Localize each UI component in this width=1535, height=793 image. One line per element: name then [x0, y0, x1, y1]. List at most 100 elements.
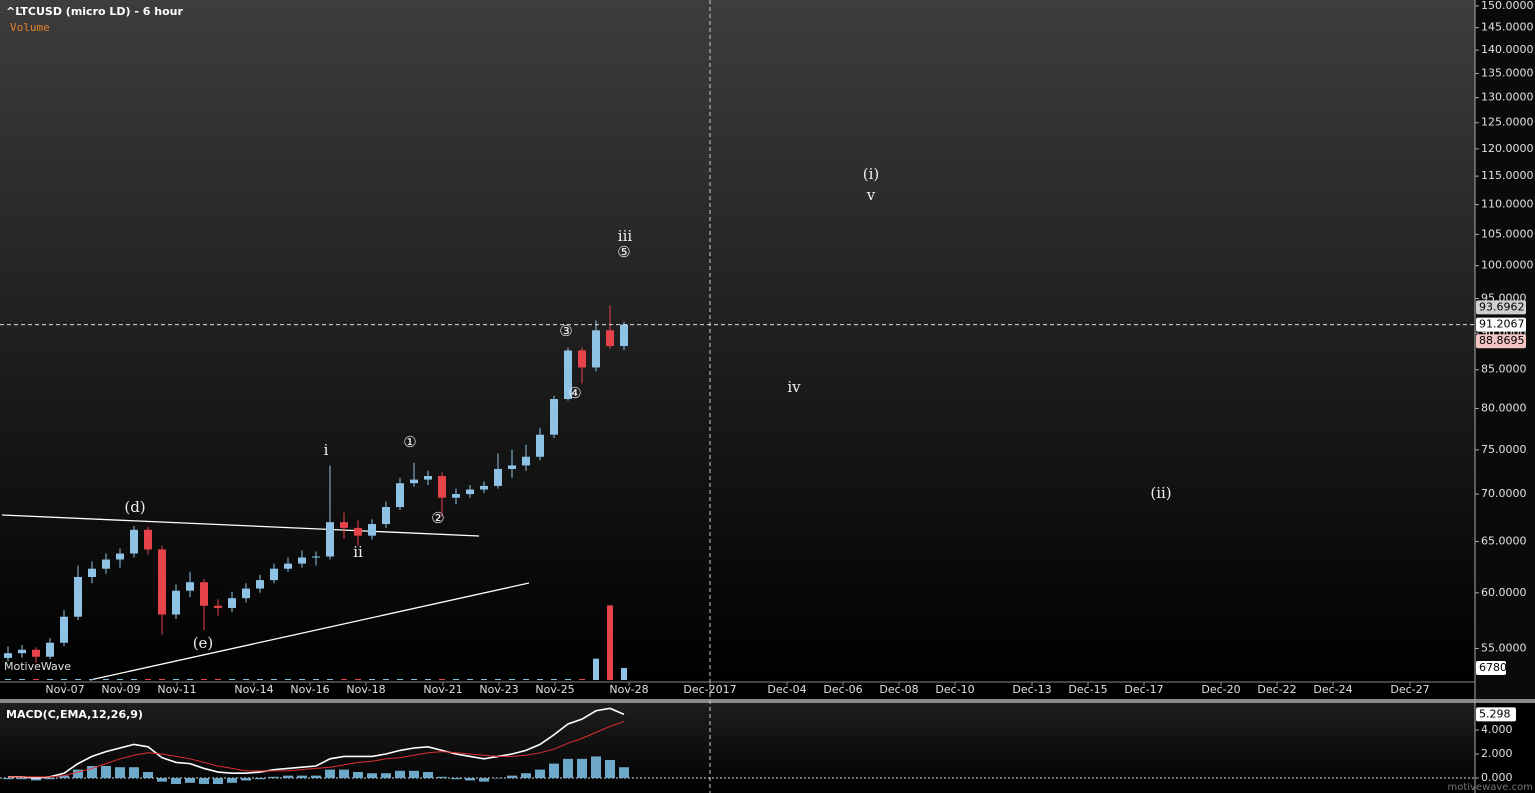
wave-label: ③ [559, 322, 572, 340]
y-tick-label: 140.0000 [1481, 43, 1534, 56]
candle-body [452, 494, 460, 498]
candle-body [522, 456, 530, 466]
candle-body [32, 649, 40, 657]
y-tick-label: 55.0000 [1481, 642, 1527, 655]
volume-bar [509, 679, 515, 680]
volume-bar [145, 679, 151, 680]
histogram-bar [507, 775, 517, 779]
histogram-bar [367, 773, 377, 779]
histogram-bar [45, 778, 55, 780]
price-marker-label: 88.8695 [1479, 334, 1525, 347]
y-tick-label: 80.0000 [1481, 402, 1527, 415]
histogram-bar [577, 758, 587, 779]
macd-marker-label: 5.298 [1479, 707, 1511, 720]
histogram-bar [395, 770, 405, 779]
histogram-bar [325, 769, 335, 779]
candle-body [368, 524, 376, 536]
price-axis-bg [1475, 0, 1535, 700]
volume-bar [327, 679, 333, 680]
trend-line [1, 514, 480, 537]
candle-body [312, 556, 320, 558]
histogram-bar [535, 769, 545, 779]
histogram-bar [437, 776, 447, 779]
candle-body [242, 588, 250, 599]
volume-bar [523, 679, 529, 680]
histogram-bar [213, 778, 223, 785]
brand: MotiveWave [4, 660, 71, 673]
wave-label: ii [353, 543, 363, 561]
candle-body [298, 557, 306, 564]
volume-bar [75, 679, 81, 680]
histogram-bar [311, 775, 321, 779]
candle-body [256, 580, 264, 589]
price-marker [1476, 334, 1526, 349]
volume-bar [341, 679, 347, 680]
wave-label: iv [787, 378, 801, 396]
volume-bar [5, 679, 11, 680]
candle-body [326, 522, 334, 557]
y-tick-label: 135.0000 [1481, 66, 1534, 79]
last-price-marker [1476, 317, 1526, 332]
histogram-bar [129, 767, 139, 779]
panel-divider [0, 699, 1535, 703]
candle-body [424, 476, 432, 480]
volume-bar [425, 679, 431, 680]
histogram-bar [3, 778, 13, 780]
y-tick-label: 130.0000 [1481, 91, 1534, 104]
x-tick-label: Nov-18 [346, 683, 385, 696]
candle-body [382, 507, 390, 525]
y-tick-label: 0.000 [1481, 771, 1513, 784]
volume-bar [467, 679, 473, 680]
x-tick-label: Dec-27 [1390, 683, 1429, 696]
candle-body [270, 568, 278, 581]
histogram-bar [17, 778, 27, 780]
candle-body [536, 434, 544, 457]
volume-bar [89, 679, 95, 680]
volume-bar [215, 679, 221, 680]
x-tick-label: Nov-28 [609, 683, 648, 696]
x-tick-label: Nov-23 [479, 683, 518, 696]
volume-bar [565, 679, 571, 680]
candle-body [172, 590, 180, 615]
volume-label: Volume [10, 21, 50, 34]
candle-body [18, 649, 26, 654]
candle-body [158, 549, 166, 615]
histogram-bar [101, 766, 111, 779]
chart-title: ^LTCUSD (micro LD) - 6 hour [6, 5, 183, 18]
histogram-bar [619, 767, 629, 779]
wave-label: ② [431, 509, 444, 527]
volume-bar [593, 658, 599, 680]
histogram-bar [297, 775, 307, 779]
histogram-bar [59, 775, 69, 779]
volume-bar [47, 679, 53, 680]
volume-bar [621, 667, 627, 680]
candle-body [60, 616, 68, 643]
volume-bar [369, 679, 375, 680]
candle-body [214, 605, 222, 608]
macd-title: MACD(C,EMA,12,26,9) [6, 708, 143, 721]
volume-bar [411, 679, 417, 680]
histogram-bar [171, 778, 181, 785]
candle-body [200, 582, 208, 606]
volume-bar [355, 679, 361, 680]
candle-body [466, 489, 474, 495]
histogram-bar [521, 773, 531, 779]
candle-body [284, 563, 292, 569]
y-tick-label: 120.0000 [1481, 142, 1534, 155]
histogram-bar [605, 760, 615, 779]
candle-body [606, 330, 614, 347]
wave-label: (ii) [1150, 484, 1171, 502]
candle-body [46, 642, 54, 657]
volume-marker-label: 6780 [1479, 661, 1507, 674]
volume-bar [187, 679, 193, 680]
histogram-bar [591, 756, 601, 779]
y-tick-label: 115.0000 [1481, 169, 1534, 182]
wave-label: iii [618, 227, 633, 245]
candle-body [550, 399, 558, 435]
histogram-bar [549, 763, 559, 779]
volume-bar [579, 679, 585, 680]
x-tick-label: Nov-16 [290, 683, 329, 696]
candle-body [116, 553, 124, 560]
